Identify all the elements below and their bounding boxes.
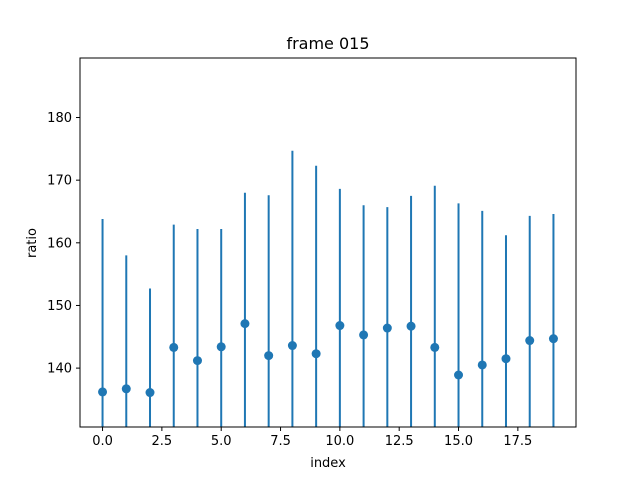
x-tick-label: 15.0 <box>444 434 473 449</box>
x-tick-label: 10.0 <box>325 434 354 449</box>
y-axis-ticks: 140 150 160 170 180 <box>47 111 80 377</box>
errorbars-group <box>101 150 555 427</box>
x-axis-ticks: 0.0 2.5 5.0 7.5 10.0 12.5 15.0 17.5 <box>92 427 532 449</box>
data-point <box>98 387 108 397</box>
data-point <box>121 384 131 394</box>
y-tick-label: 180 <box>47 111 72 126</box>
x-axis-label: index <box>310 456 346 471</box>
data-point <box>240 319 250 329</box>
data-point <box>264 351 274 361</box>
data-point <box>216 342 226 352</box>
data-point <box>548 334 558 344</box>
data-point <box>192 356 202 366</box>
data-point <box>501 354 511 364</box>
data-point <box>406 321 416 331</box>
y-tick-label: 160 <box>47 236 72 251</box>
data-point <box>335 321 345 331</box>
x-tick-label: 17.5 <box>503 434 532 449</box>
data-point <box>287 341 297 351</box>
data-point <box>525 336 535 346</box>
x-tick-label: 0.0 <box>92 434 113 449</box>
data-point <box>430 342 440 352</box>
y-axis-label: ratio <box>25 228 40 258</box>
x-tick-label: 7.5 <box>270 434 291 449</box>
data-point <box>145 388 155 398</box>
x-tick-label: 5.0 <box>211 434 232 449</box>
data-point <box>477 360 487 370</box>
x-tick-label: 2.5 <box>152 434 173 449</box>
data-point <box>382 323 392 333</box>
data-point <box>311 349 321 359</box>
y-tick-label: 150 <box>47 299 72 314</box>
y-tick-label: 170 <box>47 174 72 189</box>
data-point <box>454 370 464 380</box>
data-point <box>169 342 179 352</box>
points-group <box>98 319 558 398</box>
x-tick-label: 12.5 <box>385 434 414 449</box>
data-point <box>359 330 369 340</box>
y-tick-label: 140 <box>47 362 72 377</box>
chart-title: frame 015 <box>286 34 369 53</box>
